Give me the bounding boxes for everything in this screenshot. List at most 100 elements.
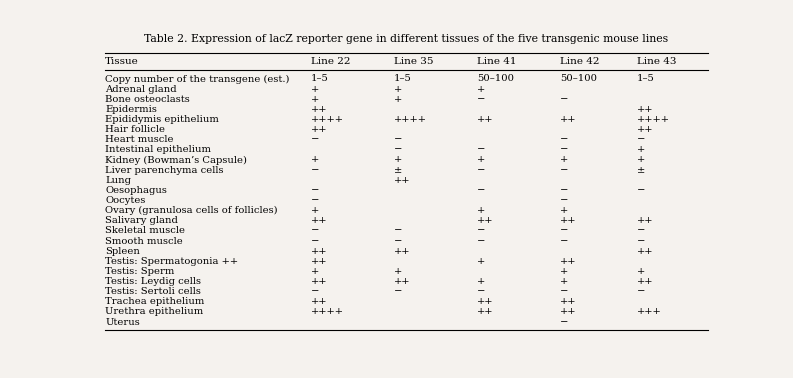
Text: Oesophagus: Oesophagus	[105, 186, 167, 195]
Text: +: +	[560, 277, 569, 286]
Text: +: +	[637, 155, 646, 164]
Text: Copy number of the transgene (est.): Copy number of the transgene (est.)	[105, 74, 289, 84]
Text: −: −	[311, 237, 320, 245]
Text: −: −	[311, 186, 320, 195]
Text: ++: ++	[637, 246, 653, 256]
Text: 1–5: 1–5	[394, 74, 412, 84]
Text: Kidney (Bowman’s Capsule): Kidney (Bowman’s Capsule)	[105, 155, 247, 164]
Text: −: −	[637, 135, 646, 144]
Text: ++: ++	[394, 277, 411, 286]
Text: ±: ±	[637, 166, 646, 175]
Text: 1–5: 1–5	[637, 74, 655, 84]
Text: ++: ++	[477, 216, 493, 225]
Text: −: −	[560, 196, 569, 205]
Text: −: −	[311, 226, 320, 235]
Text: ++: ++	[311, 297, 328, 306]
Text: −: −	[311, 166, 320, 175]
Text: −: −	[560, 166, 569, 175]
Text: −: −	[560, 95, 569, 104]
Text: +: +	[311, 85, 320, 94]
Text: ++: ++	[637, 277, 653, 286]
Text: +: +	[477, 206, 485, 215]
Text: −: −	[311, 287, 320, 296]
Text: −: −	[477, 237, 485, 245]
Text: 1–5: 1–5	[311, 74, 329, 84]
Text: −: −	[477, 146, 485, 154]
Text: Lung: Lung	[105, 176, 132, 185]
Text: Heart muscle: Heart muscle	[105, 135, 174, 144]
Text: Line 22: Line 22	[311, 57, 351, 66]
Text: Line 42: Line 42	[560, 57, 600, 66]
Text: ++++: ++++	[311, 307, 344, 316]
Text: +: +	[477, 155, 485, 164]
Text: Trachea epithelium: Trachea epithelium	[105, 297, 205, 306]
Text: Line 35: Line 35	[394, 57, 434, 66]
Text: −: −	[394, 237, 403, 245]
Text: +: +	[637, 146, 646, 154]
Text: −: −	[637, 237, 646, 245]
Text: ++: ++	[477, 307, 493, 316]
Text: −: −	[477, 186, 485, 195]
Text: ++: ++	[477, 297, 493, 306]
Text: ++: ++	[394, 246, 411, 256]
Text: Ovary (granulosa cells of follicles): Ovary (granulosa cells of follicles)	[105, 206, 278, 215]
Text: ++++: ++++	[637, 115, 670, 124]
Text: ++: ++	[311, 125, 328, 134]
Text: −: −	[560, 318, 569, 327]
Text: Urethra epithelium: Urethra epithelium	[105, 307, 204, 316]
Text: ++: ++	[560, 216, 577, 225]
Text: Intestinal epithelium: Intestinal epithelium	[105, 146, 211, 154]
Text: ++: ++	[560, 257, 577, 266]
Text: −: −	[637, 287, 646, 296]
Text: ++: ++	[311, 257, 328, 266]
Text: +: +	[477, 85, 485, 94]
Text: −: −	[477, 166, 485, 175]
Text: Tissue: Tissue	[105, 57, 139, 66]
Text: −: −	[637, 186, 646, 195]
Text: ++: ++	[394, 176, 411, 185]
Text: Testis: Leydig cells: Testis: Leydig cells	[105, 277, 201, 286]
Text: −: −	[560, 135, 569, 144]
Text: ++: ++	[311, 246, 328, 256]
Text: +: +	[394, 155, 402, 164]
Text: −: −	[477, 226, 485, 235]
Text: +: +	[637, 267, 646, 276]
Text: Liver parenchyma cells: Liver parenchyma cells	[105, 166, 224, 175]
Text: Uterus: Uterus	[105, 318, 140, 327]
Text: Adrenal gland: Adrenal gland	[105, 85, 177, 94]
Text: +: +	[394, 267, 402, 276]
Text: Table 2. Expression of lacZ reporter gene in different tissues of the five trans: Table 2. Expression of lacZ reporter gen…	[144, 34, 668, 44]
Text: Epidermis: Epidermis	[105, 105, 157, 114]
Text: −: −	[560, 186, 569, 195]
Text: −: −	[394, 287, 403, 296]
Text: Salivary gland: Salivary gland	[105, 216, 178, 225]
Text: −: −	[311, 135, 320, 144]
Text: +: +	[560, 155, 569, 164]
Text: ++: ++	[560, 115, 577, 124]
Text: ++: ++	[477, 115, 493, 124]
Text: +: +	[311, 95, 320, 104]
Text: Oocytes: Oocytes	[105, 196, 146, 205]
Text: Smooth muscle: Smooth muscle	[105, 237, 183, 245]
Text: Hair follicle: Hair follicle	[105, 125, 165, 134]
Text: Line 43: Line 43	[637, 57, 676, 66]
Text: ++: ++	[560, 307, 577, 316]
Text: Epididymis epithelium: Epididymis epithelium	[105, 115, 219, 124]
Text: +: +	[311, 155, 320, 164]
Text: +: +	[311, 267, 320, 276]
Text: 50–100: 50–100	[477, 74, 514, 84]
Text: −: −	[637, 226, 646, 235]
Text: +: +	[477, 277, 485, 286]
Text: Spleen: Spleen	[105, 246, 140, 256]
Text: −: −	[560, 287, 569, 296]
Text: −: −	[394, 135, 403, 144]
Text: +: +	[311, 206, 320, 215]
Text: +: +	[560, 206, 569, 215]
Text: −: −	[477, 95, 485, 104]
Text: Testis: Sertoli cells: Testis: Sertoli cells	[105, 287, 201, 296]
Text: −: −	[560, 237, 569, 245]
Text: ++++: ++++	[394, 115, 427, 124]
Text: ++: ++	[637, 216, 653, 225]
Text: Bone osteoclasts: Bone osteoclasts	[105, 95, 190, 104]
Text: ±: ±	[394, 166, 402, 175]
